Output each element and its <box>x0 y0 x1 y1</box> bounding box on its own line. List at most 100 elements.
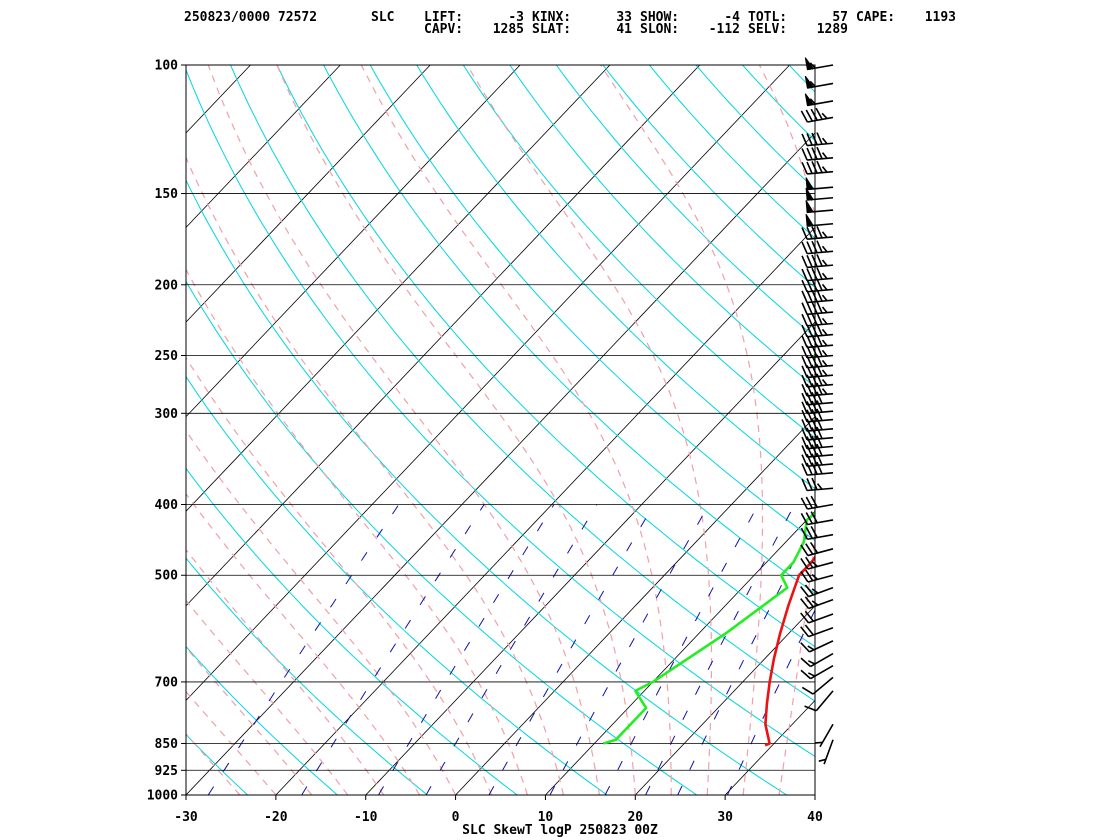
wind-barb-feather <box>801 255 808 268</box>
wind-barb-feather <box>816 354 823 367</box>
wind-barb-feather <box>811 312 818 326</box>
wind-barb-feather <box>811 453 818 466</box>
wind-barb-feather <box>804 584 814 596</box>
wind-barb-feather <box>806 418 813 431</box>
wind-barb <box>801 435 834 450</box>
wind-barb-feather <box>806 313 813 326</box>
wind-barb-feather <box>806 436 813 449</box>
wind-barb-feather <box>806 301 813 315</box>
wind-barb-feather <box>801 227 808 240</box>
mixing-ratio-line <box>677 519 815 795</box>
wind-barb <box>805 200 834 214</box>
wind-barb-feather <box>811 240 818 254</box>
wind-barb-feather <box>811 323 818 337</box>
wind-barb-feather <box>809 98 816 105</box>
dry-adiabat-line <box>416 65 815 490</box>
wind-barb-feather <box>800 669 812 680</box>
wind-barb-feather <box>811 354 818 368</box>
pressure-tick-label: 150 <box>155 187 179 202</box>
chart-title: SLC SkewT logP 250823 00Z <box>462 823 658 838</box>
wind-barb-feather <box>821 137 828 145</box>
wind-barb-feather <box>821 378 828 386</box>
wind-barb-pennant <box>805 187 814 201</box>
wind-barb-feather <box>806 147 813 160</box>
mixing-ratio-line <box>604 504 759 795</box>
wind-barb-feather <box>806 462 813 476</box>
dry-adiabat-line <box>186 733 248 795</box>
wind-barb-feather <box>811 444 818 457</box>
wind-barb-feather <box>816 443 823 457</box>
wind-barb-feather <box>810 495 818 508</box>
wind-barb-feather <box>811 561 819 568</box>
wind-barb-feather <box>811 132 818 145</box>
wind-barb <box>800 107 834 123</box>
dry-adiabat-line <box>929 65 1120 795</box>
isotherm-line <box>186 65 790 701</box>
wind-barb-feather <box>800 626 810 638</box>
wind-barb-feather <box>816 364 823 377</box>
pressure-tick-label: 200 <box>155 278 179 293</box>
wind-barb-feather <box>801 409 808 423</box>
wind-barb <box>800 584 834 598</box>
dry-adiabat-line <box>323 65 815 594</box>
wind-barb-staff <box>815 690 834 712</box>
wind-barb <box>801 364 834 379</box>
pressure-tick-label: 250 <box>155 349 179 364</box>
dry-adiabat-line <box>509 65 815 388</box>
wind-barb-feather <box>801 313 808 327</box>
dewpoint-profile <box>603 352 815 745</box>
wind-barb-feather <box>821 166 828 173</box>
wind-barb-feather <box>821 339 828 347</box>
index-capv-value: 1285 <box>492 22 524 37</box>
dry-adiabat-line <box>462 65 815 439</box>
dry-adiabat-line <box>186 280 698 795</box>
wind-barb-feather <box>801 419 808 432</box>
isotherm-line <box>724 699 815 795</box>
dry-adiabat-line <box>602 65 815 288</box>
wind-barb-feather <box>805 512 814 524</box>
pressure-tick-label: 400 <box>155 498 179 513</box>
wind-barb-feather <box>816 344 823 357</box>
wind-barb-feather <box>811 267 818 281</box>
wind-barb-pennant <box>804 75 815 89</box>
wind-barb-feather <box>821 112 828 120</box>
dry-adiabat-line <box>1022 65 1120 795</box>
wind-barb-feather <box>801 133 808 146</box>
moist-adiabat-line <box>814 791 815 795</box>
wind-barb-feather <box>807 672 816 677</box>
wind-barb <box>801 323 834 338</box>
isotherm-line <box>814 794 815 795</box>
wind-barb-feather <box>816 160 823 173</box>
wind-barb-feather <box>811 409 818 422</box>
wind-barb-feather <box>806 324 813 337</box>
isotherm-line <box>186 65 521 418</box>
wind-barb-feather <box>801 290 808 303</box>
wind-barb-feather <box>811 147 818 160</box>
wind-barb <box>801 160 834 175</box>
wind-barb-feather <box>801 436 808 449</box>
wind-barb-feather <box>821 328 828 336</box>
wind-barb-feather <box>821 245 828 253</box>
wind-barb-feather <box>821 259 828 267</box>
wind-barb-feather <box>806 335 813 348</box>
wind-barb-feather <box>811 254 818 267</box>
wind-barb-staff <box>810 664 834 680</box>
wind-barb <box>804 57 834 71</box>
wind-barb-feather <box>804 610 814 622</box>
wind-barb-feather <box>801 478 808 491</box>
wind-barb <box>801 373 834 388</box>
dry-adiabat-line <box>836 65 1120 795</box>
wind-barb-feather <box>805 496 814 509</box>
wind-barb <box>800 610 834 624</box>
wind-barb-feather <box>816 400 823 413</box>
wind-barb-feather <box>806 444 813 457</box>
wind-barb-feather <box>818 758 827 762</box>
wind-barb-feather <box>811 400 818 413</box>
isotherm-line <box>0 65 71 795</box>
wind-barb-feather <box>804 596 814 608</box>
wind-barb-feather <box>807 660 816 665</box>
index-capv-label: CAPV: <box>424 22 464 37</box>
wind-barb-pennant <box>805 213 814 227</box>
wind-barb-feather <box>811 289 818 302</box>
isotherm-line <box>545 510 815 795</box>
